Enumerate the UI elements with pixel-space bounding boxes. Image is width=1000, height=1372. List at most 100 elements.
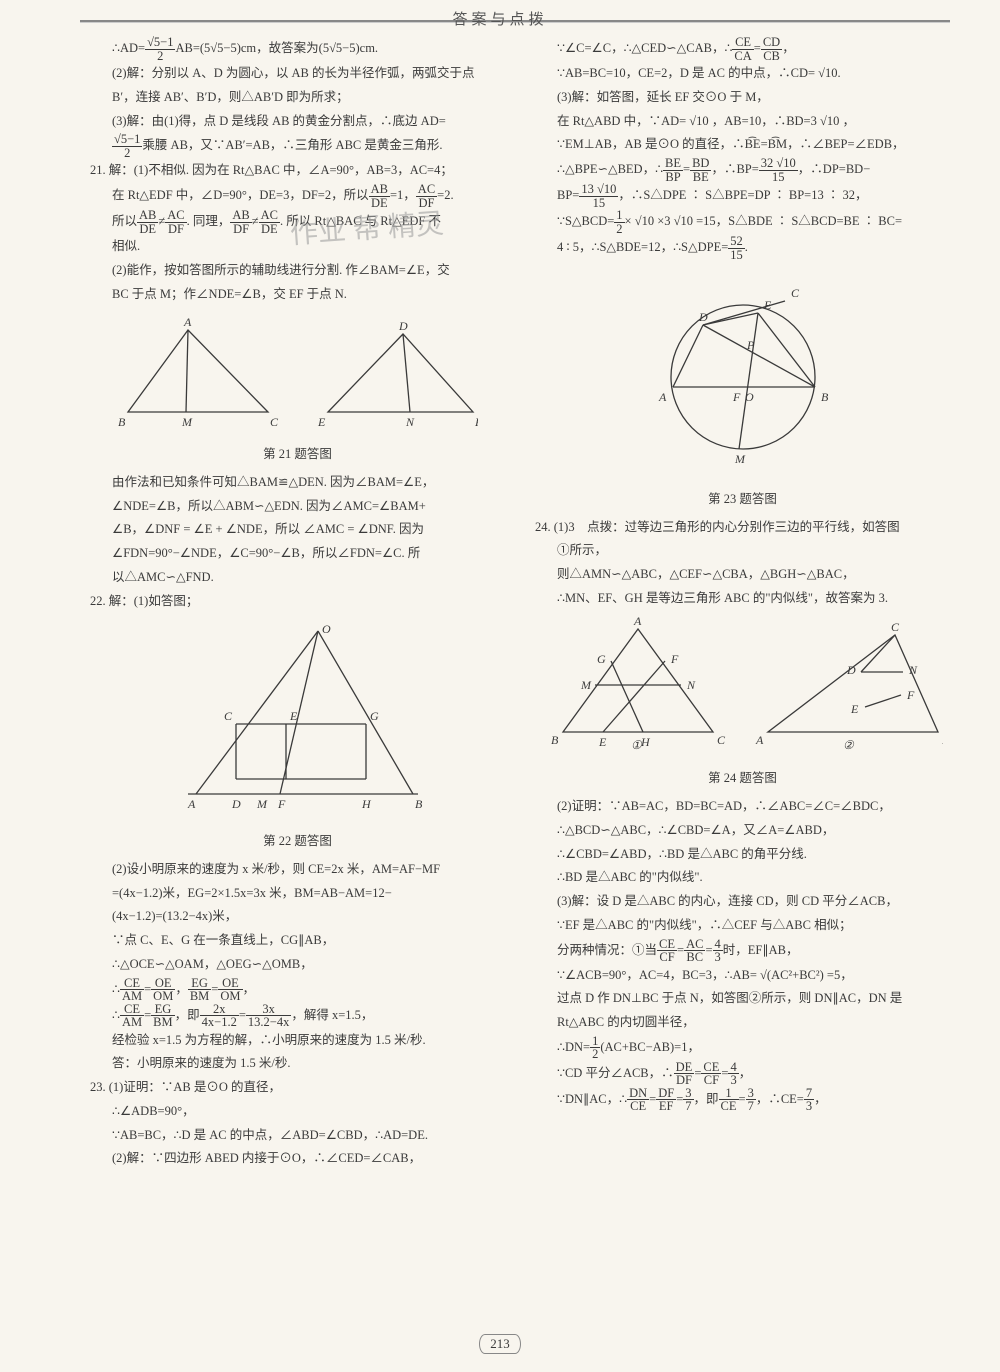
- figure-24-caption: 第 24 题答图: [535, 767, 950, 791]
- text: 时，EF∥AB，: [723, 942, 799, 956]
- svg-text:D: D: [398, 319, 408, 333]
- svg-text:A: A: [183, 315, 192, 329]
- text: × √10 ×3 √10 =15，S△BDE ∶ S△BCD=BE ∶ BC=: [625, 214, 902, 228]
- page-number: 213: [0, 1334, 1000, 1354]
- svg-text:A: A: [633, 617, 642, 628]
- text: . 所以 Rt△BAC 与 Rt△EDF 不: [280, 214, 441, 228]
- page-number-box: 213: [479, 1334, 521, 1354]
- text: ，∴DP=BD−: [798, 162, 870, 176]
- fraction: ABDF: [230, 209, 251, 235]
- text: 经检验 x=1.5 为方程的解，∴小明原来的速度为 1.5 米/秒.: [90, 1029, 505, 1053]
- text: ①所示，: [535, 539, 950, 563]
- svg-text:B: B: [118, 415, 126, 429]
- text: ∵∠ACB=90°，AC=4，BC=3，∴AB= √(AC²+BC²) =5，: [535, 964, 950, 988]
- fraction: 1CE: [719, 1087, 739, 1113]
- fraction: 73: [804, 1087, 814, 1113]
- text: =: [694, 1066, 701, 1080]
- fraction: DEDF: [674, 1061, 695, 1087]
- text: ∵点 C、E、G 在一条直线上，CG∥AB，: [90, 929, 505, 953]
- text: 答：小明原来的速度为 1.5 米/秒.: [90, 1052, 505, 1076]
- text: ∴AD=: [112, 41, 145, 55]
- text: =: [144, 1007, 151, 1021]
- svg-text:N: N: [405, 415, 415, 429]
- fraction: √5−12: [145, 36, 175, 62]
- text: ∴△BPE∽△BED，∴: [557, 162, 663, 176]
- text: ∴: [112, 1007, 120, 1021]
- text: BC 于点 M；作∠NDE=∠B，交 EF 于点 N.: [90, 283, 505, 307]
- svg-text:M: M: [580, 678, 592, 692]
- text: Rt△ABC 的内切圆半径，: [535, 1011, 950, 1035]
- text: ∵AB=BC=10，CE=2，D 是 AC 的中点，∴CD= √10.: [535, 62, 950, 86]
- text: ∴∠CBD=∠ABD，∴BD 是△ABC 的角平分线.: [535, 843, 950, 867]
- text: ∵DN∥AC，∴: [557, 1092, 627, 1106]
- figure-24-svg: ABCMNGFEH①ABCDNEF②: [543, 617, 943, 757]
- fraction: ACBC: [684, 938, 705, 964]
- text: .: [745, 240, 748, 254]
- text: =: [721, 1066, 728, 1080]
- svg-text:C: C: [891, 620, 900, 634]
- figure-22-caption: 第 22 题答图: [90, 830, 505, 854]
- svg-text:C: C: [717, 733, 726, 747]
- fraction: OEOM: [218, 977, 242, 1003]
- text: =(4x−1.2)米，EG=2×1.5x=3x 米，BM=AB−AM=12−: [90, 882, 505, 906]
- figure-23: ABDECPFOM: [535, 267, 950, 486]
- text: (4x−1.2)=(13.2−4x)米，: [90, 905, 505, 929]
- text: . 同理，: [187, 214, 231, 228]
- text: 在 Rt△ABD 中，∵AD= √10 ，AB=10，∴BD=3 √10 ，: [535, 110, 950, 134]
- text: (3)解：如答图，延长 EF 交⊙O 于 M，: [535, 86, 950, 110]
- text: ∵EF 是△ABC 的"内似线"，∴△CEF 与△ABC 相似；: [535, 914, 950, 938]
- text: ∴BD 是△ABC 的"内似线".: [535, 866, 950, 890]
- text: =: [683, 162, 690, 176]
- text: ∴MN、EF、GH 是等边三角形 ABC 的"内似线"，故答案为 3.: [535, 587, 950, 611]
- svg-text:E: E: [317, 415, 326, 429]
- text: 21. 解：(1)不相似. 因为在 Rt△BAC 中，∠A=90°，AB=3，A…: [90, 159, 505, 183]
- text: 以△AMC∽△FND.: [90, 566, 505, 590]
- svg-text:F: F: [670, 652, 679, 666]
- right-column: ∵∠C=∠C，∴△CED∽△CAB，∴CECA=CDCB， ∵AB=BC=10，…: [535, 36, 950, 1171]
- svg-text:H: H: [361, 797, 372, 811]
- fraction: DNCE: [627, 1087, 649, 1113]
- svg-text:F: F: [732, 390, 741, 404]
- fraction: EGBM: [151, 1003, 174, 1029]
- figure-23-caption: 第 23 题答图: [535, 488, 950, 512]
- fraction: CEAM: [120, 977, 144, 1003]
- fraction: DFEF: [656, 1087, 676, 1113]
- fraction: EGBM: [188, 977, 211, 1003]
- fraction: CEAM: [120, 1003, 144, 1029]
- columns: ∴AD=√5−12AB=(5√5−5)cm，故答案为(5√5−5)cm. (2)…: [90, 36, 950, 1171]
- svg-text:C: C: [224, 709, 233, 723]
- figure-21: ABCMDEFN: [90, 312, 505, 441]
- text: 23. (1)证明：∵AB 是⊙O 的直径，: [90, 1076, 505, 1100]
- fraction: 43: [728, 1061, 738, 1087]
- text: ∴: [112, 981, 120, 995]
- svg-text:①: ①: [631, 738, 643, 752]
- figure-23-svg: ABDECPFOM: [643, 267, 843, 477]
- svg-text:E: E: [598, 735, 607, 749]
- text: ，∴S△DPE ∶ S△BPE=DP ∶ BP=13 ∶ 32，: [618, 188, 867, 202]
- svg-text:E: E: [763, 298, 772, 312]
- fraction: BEBP: [663, 157, 683, 183]
- fraction: 5215: [728, 235, 745, 261]
- svg-text:B: B: [942, 733, 943, 747]
- fraction: ABDE: [137, 209, 158, 235]
- text: ∠B，∠DNF = ∠E + ∠NDE，所以 ∠AMC = ∠DNF. 因为: [90, 518, 505, 542]
- svg-text:M: M: [256, 797, 268, 811]
- svg-text:D: D: [698, 310, 708, 324]
- text: ∵AB=BC，∴D 是 AC 的中点，∠ABD=∠CBD，∴AD=DE.: [90, 1124, 505, 1148]
- text: 过点 D 作 DN⊥BC 于点 N，如答图②所示，则 DN∥AC，DN 是: [535, 987, 950, 1011]
- svg-text:M: M: [181, 415, 193, 429]
- text: ，: [175, 981, 188, 995]
- text: 22. 解：(1)如答图；: [90, 590, 505, 614]
- fraction: 32 √1015: [759, 157, 798, 183]
- svg-text:G: G: [370, 709, 379, 723]
- text: (2)能作，按如答图所示的辅助线进行分割. 作∠BAM=∠E，交: [90, 259, 505, 283]
- text: =: [739, 1092, 746, 1106]
- svg-text:F: F: [277, 797, 286, 811]
- text: ∵∠C=∠C，∴△CED∽△CAB，∴: [557, 41, 732, 55]
- svg-text:B: B: [821, 390, 829, 404]
- text: ∵S△BCD=: [557, 214, 614, 228]
- svg-text:D: D: [231, 797, 241, 811]
- text: ∴△BCD∽△ABC，∴∠CBD=∠A，又∠A=∠ABD，: [535, 819, 950, 843]
- svg-text:O: O: [745, 390, 754, 404]
- text: ，: [739, 1066, 752, 1080]
